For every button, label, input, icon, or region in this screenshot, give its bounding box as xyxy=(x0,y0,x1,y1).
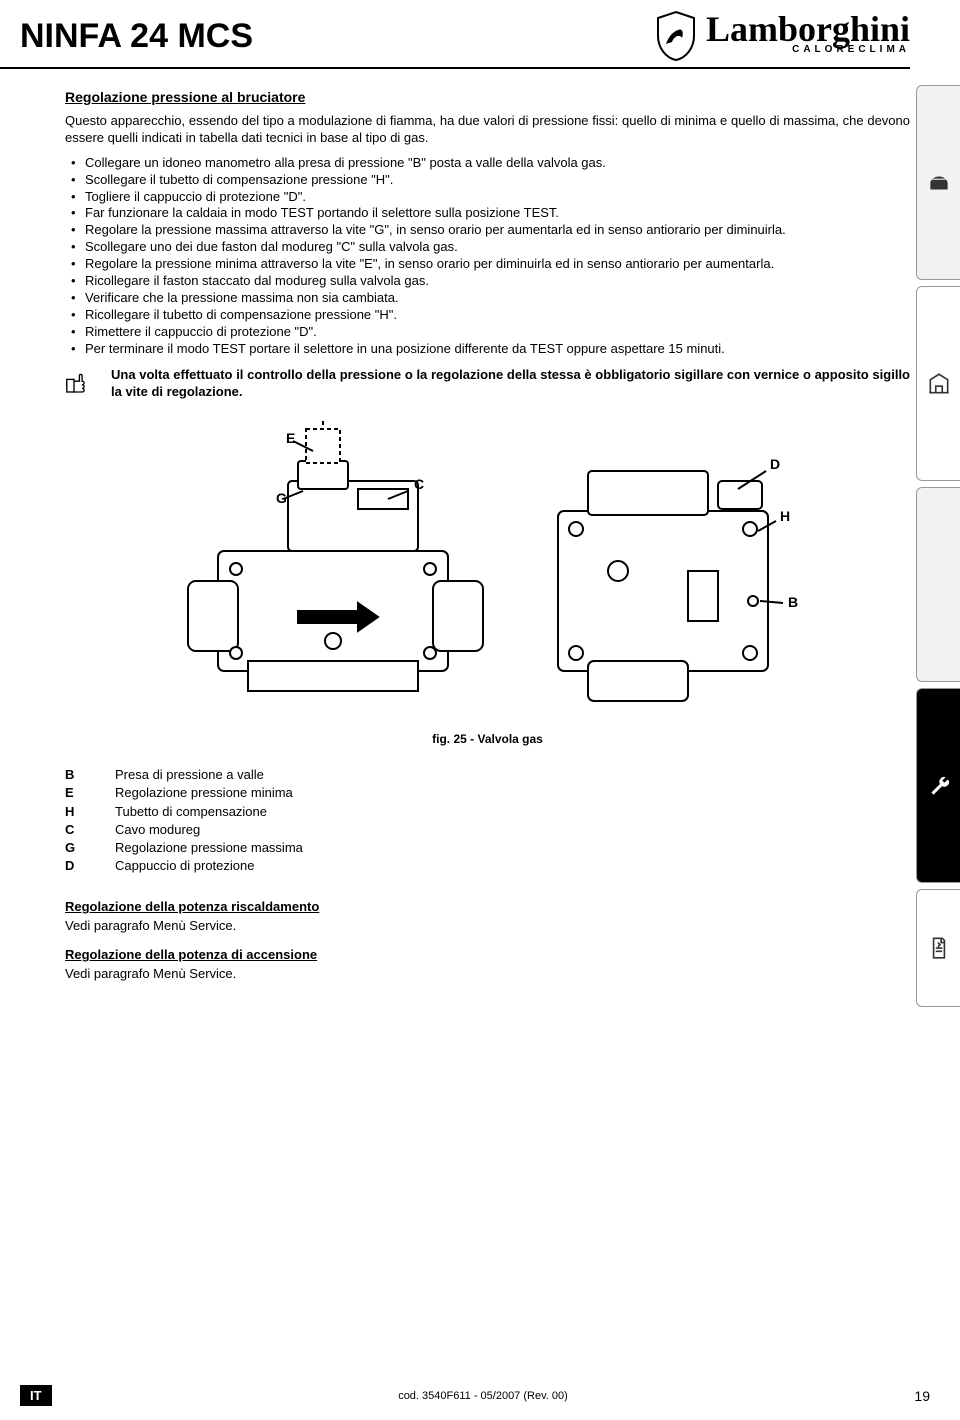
bullet-item: Verificare che la pressione massima non … xyxy=(65,290,910,307)
page-number: 19 xyxy=(914,1388,930,1404)
footer-code: cod. 3540F611 - 05/2007 (Rev. 00) xyxy=(398,1390,568,1402)
page-footer: IT cod. 3540F611 - 05/2007 (Rev. 00) 19 xyxy=(20,1385,930,1406)
important-note: Una volta effettuato il controllo della … xyxy=(65,367,910,401)
language-badge: IT xyxy=(20,1385,52,1406)
bullet-item: Ricollegare il tubetto di compensazione … xyxy=(65,307,910,324)
subsection-heating-power: Regolazione della potenza riscaldamento … xyxy=(65,899,910,933)
section-intro: Questo apparecchio, essendo del tipo a m… xyxy=(65,113,910,147)
label-D: D xyxy=(770,456,780,472)
bullet-item: Ricollegare il faston staccato dal modur… xyxy=(65,273,910,290)
legend: BPresa di pressione a valle ERegolazione… xyxy=(65,766,910,875)
bullet-item: Scollegare uno dei due faston dal modure… xyxy=(65,239,910,256)
bullet-item: Regolare la pressione massima attraverso… xyxy=(65,222,910,239)
section-title: Regolazione pressione al bruciatore xyxy=(65,89,910,105)
legend-row: GRegolazione pressione massima xyxy=(65,839,910,857)
product-name: NINFA 24 MCS xyxy=(20,17,253,56)
bullet-item: Togliere il cappuccio di protezione "D". xyxy=(65,189,910,206)
figure-valve: E G C D H B xyxy=(65,411,910,726)
brand-logo: Lamborghini CALORECLIMA xyxy=(654,10,910,62)
legend-row: ERegolazione pressione minima xyxy=(65,784,910,802)
bullet-list: Collegare un idoneo manometro alla presa… xyxy=(65,155,910,358)
legend-row: DCappuccio di protezione xyxy=(65,857,910,875)
shield-icon xyxy=(654,10,698,62)
legend-row: CCavo modureg xyxy=(65,821,910,839)
bullet-item: Collegare un idoneo manometro alla presa… xyxy=(65,155,910,172)
content-area: Regolazione pressione al bruciatore Ques… xyxy=(0,69,960,1005)
label-H: H xyxy=(780,508,790,524)
label-E: E xyxy=(286,430,295,446)
note-text: Una volta effettuato il controllo della … xyxy=(111,367,910,401)
bullet-item: Scollegare il tubetto di compensazione p… xyxy=(65,172,910,189)
bullet-item: Regolare la pressione minima attraverso … xyxy=(65,256,910,273)
label-G: G xyxy=(276,490,287,506)
legend-row: HTubetto di compensazione xyxy=(65,803,910,821)
label-B: B xyxy=(788,594,798,610)
bullet-item: Far funzionare la caldaia in modo TEST p… xyxy=(65,205,910,222)
pointing-hand-icon xyxy=(65,367,101,401)
subsection-ignition-power: Regolazione della potenza di accensione … xyxy=(65,947,910,981)
legend-row: BPresa di pressione a valle xyxy=(65,766,910,784)
label-C: C xyxy=(414,476,424,492)
bullet-item: Per terminare il modo TEST portare il se… xyxy=(65,341,910,358)
figure-caption: fig. 25 - Valvola gas xyxy=(65,732,910,746)
page-header: NINFA 24 MCS Lamborghini CALORECLIMA xyxy=(0,0,960,67)
bullet-item: Rimettere il cappuccio di protezione "D"… xyxy=(65,324,910,341)
brand-name: Lamborghini xyxy=(706,17,910,42)
